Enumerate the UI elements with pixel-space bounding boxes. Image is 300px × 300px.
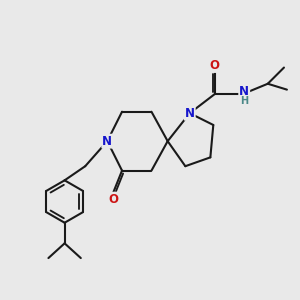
Text: N: N [185,107,195,120]
Text: H: H [240,96,248,106]
Text: N: N [239,85,249,98]
Text: N: N [102,135,112,148]
Text: O: O [210,59,220,72]
Text: O: O [108,193,118,206]
